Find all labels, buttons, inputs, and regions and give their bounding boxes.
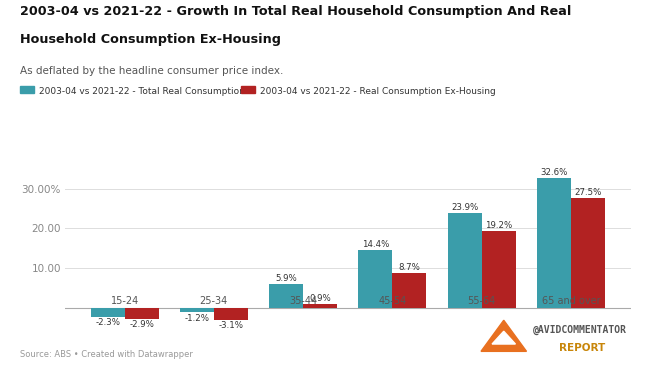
Text: 2003-04 vs 2021-22 - Total Real Consumption: 2003-04 vs 2021-22 - Total Real Consumpt… <box>39 87 245 96</box>
Text: 2003-04 vs 2021-22 - Real Consumption Ex-Housing: 2003-04 vs 2021-22 - Real Consumption Ex… <box>260 87 496 96</box>
Text: Household Consumption Ex-Housing: Household Consumption Ex-Housing <box>20 33 281 46</box>
Bar <box>482 231 515 307</box>
Text: 45-54: 45-54 <box>378 296 406 306</box>
Text: 25-34: 25-34 <box>200 296 228 306</box>
Text: 19.2%: 19.2% <box>485 221 512 230</box>
Text: Source: ABS • Created with Datawrapper: Source: ABS • Created with Datawrapper <box>20 350 192 359</box>
Text: 32.6%: 32.6% <box>540 168 567 177</box>
Text: -3.1%: -3.1% <box>218 321 243 330</box>
Text: 5.9%: 5.9% <box>276 274 297 283</box>
Bar <box>537 178 571 307</box>
Text: 14.4%: 14.4% <box>362 240 389 249</box>
Text: @AVIDCOMMENTATOR: @AVIDCOMMENTATOR <box>533 325 627 335</box>
Text: 8.7%: 8.7% <box>398 263 421 272</box>
Text: 2003-04 vs 2021-22 - Growth In Total Real Household Consumption And Real: 2003-04 vs 2021-22 - Growth In Total Rea… <box>20 5 571 19</box>
Text: -2.3%: -2.3% <box>95 318 120 327</box>
Text: REPORT: REPORT <box>559 343 605 353</box>
Text: 23.9%: 23.9% <box>451 202 478 212</box>
Text: 15-24: 15-24 <box>111 296 138 306</box>
Text: -2.9%: -2.9% <box>129 320 154 329</box>
Text: 65 and over: 65 and over <box>541 296 600 306</box>
Bar <box>125 307 159 319</box>
Text: 0.9%: 0.9% <box>309 294 331 303</box>
Bar <box>571 198 605 307</box>
Bar <box>358 250 393 307</box>
Bar <box>180 307 214 312</box>
Bar <box>269 284 303 307</box>
Bar <box>214 307 248 320</box>
Text: -1.2%: -1.2% <box>185 314 209 322</box>
Text: 35-44: 35-44 <box>289 296 317 306</box>
Bar <box>448 213 482 307</box>
Text: As deflated by the headline consumer price index.: As deflated by the headline consumer pri… <box>20 66 283 76</box>
Text: 27.5%: 27.5% <box>574 188 601 197</box>
Bar <box>303 304 337 307</box>
Bar <box>393 273 426 307</box>
Text: 55-64: 55-64 <box>467 296 496 306</box>
Bar <box>91 307 125 317</box>
